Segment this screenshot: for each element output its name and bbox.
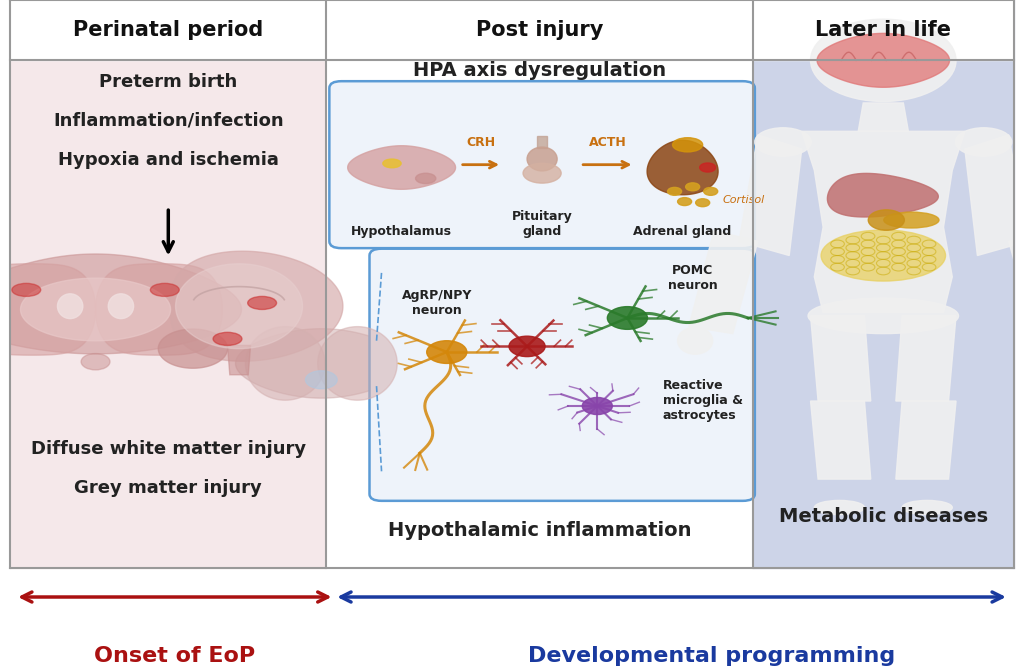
Ellipse shape: [383, 159, 401, 168]
Text: ACTH: ACTH: [589, 136, 627, 149]
FancyBboxPatch shape: [370, 249, 755, 501]
Polygon shape: [896, 401, 956, 479]
Ellipse shape: [248, 296, 276, 310]
Ellipse shape: [955, 128, 1012, 156]
Text: Grey matter injury: Grey matter injury: [75, 479, 262, 497]
Circle shape: [699, 163, 716, 172]
Text: AgRP/NPY
neuron: AgRP/NPY neuron: [401, 289, 472, 317]
Polygon shape: [348, 146, 456, 190]
Polygon shape: [689, 230, 758, 333]
Text: Metabolic diseases: Metabolic diseases: [778, 507, 988, 526]
Text: Reactive
microglia &
astrocytes: Reactive microglia & astrocytes: [663, 379, 742, 422]
Ellipse shape: [884, 212, 939, 228]
Polygon shape: [858, 103, 908, 131]
Text: POMC
neuron: POMC neuron: [668, 265, 718, 292]
Circle shape: [811, 19, 956, 101]
Polygon shape: [170, 251, 343, 362]
Polygon shape: [175, 264, 302, 349]
Bar: [327, 0, 753, 60]
Ellipse shape: [678, 327, 713, 354]
Circle shape: [607, 306, 647, 329]
Polygon shape: [647, 140, 718, 195]
Ellipse shape: [57, 294, 83, 319]
Polygon shape: [827, 173, 938, 217]
Ellipse shape: [12, 284, 41, 296]
Bar: [753, 0, 1014, 568]
Bar: [10, 0, 327, 60]
Circle shape: [583, 398, 612, 415]
Circle shape: [695, 199, 710, 207]
Ellipse shape: [902, 501, 952, 515]
Text: Hypoxia and ischemia: Hypoxia and ischemia: [58, 151, 279, 169]
Circle shape: [868, 210, 904, 230]
Text: HPA axis dysregulation: HPA axis dysregulation: [413, 61, 667, 81]
Polygon shape: [159, 329, 227, 368]
Circle shape: [668, 187, 682, 196]
Polygon shape: [317, 327, 397, 401]
Polygon shape: [965, 135, 1024, 255]
Polygon shape: [0, 264, 95, 355]
Ellipse shape: [821, 230, 945, 281]
Text: Cortisol: Cortisol: [723, 195, 765, 205]
Text: Later in life: Later in life: [815, 19, 951, 40]
Circle shape: [686, 183, 699, 191]
Polygon shape: [802, 131, 965, 312]
Ellipse shape: [151, 284, 179, 296]
FancyBboxPatch shape: [330, 81, 755, 248]
Polygon shape: [227, 345, 251, 375]
Ellipse shape: [213, 333, 242, 345]
Circle shape: [305, 371, 337, 389]
Ellipse shape: [755, 128, 811, 156]
Text: Onset of EoP: Onset of EoP: [94, 646, 255, 667]
Polygon shape: [1009, 230, 1024, 333]
Polygon shape: [95, 264, 222, 355]
Polygon shape: [739, 135, 802, 255]
Text: Perinatal period: Perinatal period: [73, 19, 263, 40]
Ellipse shape: [673, 138, 702, 152]
Polygon shape: [246, 327, 325, 401]
Ellipse shape: [814, 501, 864, 515]
Text: Post injury: Post injury: [476, 19, 603, 40]
Text: Hypothalamus: Hypothalamus: [351, 226, 453, 239]
Ellipse shape: [808, 298, 958, 333]
Ellipse shape: [416, 173, 436, 183]
Ellipse shape: [527, 147, 557, 171]
Ellipse shape: [109, 294, 133, 319]
Circle shape: [509, 336, 545, 357]
Ellipse shape: [523, 163, 561, 183]
Polygon shape: [0, 254, 242, 354]
Polygon shape: [817, 34, 949, 87]
Circle shape: [427, 341, 467, 364]
Text: Developmental programming: Developmental programming: [528, 646, 895, 667]
Bar: [753, 0, 1014, 60]
Bar: [10, 0, 327, 568]
Polygon shape: [896, 316, 956, 401]
Polygon shape: [811, 401, 870, 479]
Bar: [327, 0, 753, 568]
Circle shape: [678, 198, 691, 206]
Polygon shape: [236, 329, 408, 398]
Text: Diffuse white matter injury: Diffuse white matter injury: [31, 439, 306, 458]
Bar: [537, 136, 547, 148]
Ellipse shape: [81, 353, 110, 370]
Text: Preterm birth: Preterm birth: [99, 73, 238, 91]
Text: Pituitary
gland: Pituitary gland: [512, 210, 572, 239]
Polygon shape: [20, 278, 171, 341]
Text: Inflammation/infection: Inflammation/infection: [53, 112, 284, 130]
Polygon shape: [811, 316, 870, 401]
Text: CRH: CRH: [466, 136, 496, 149]
Circle shape: [703, 187, 718, 196]
Text: Hypothalamic inflammation: Hypothalamic inflammation: [388, 521, 691, 540]
Text: Adrenal gland: Adrenal gland: [634, 226, 732, 239]
